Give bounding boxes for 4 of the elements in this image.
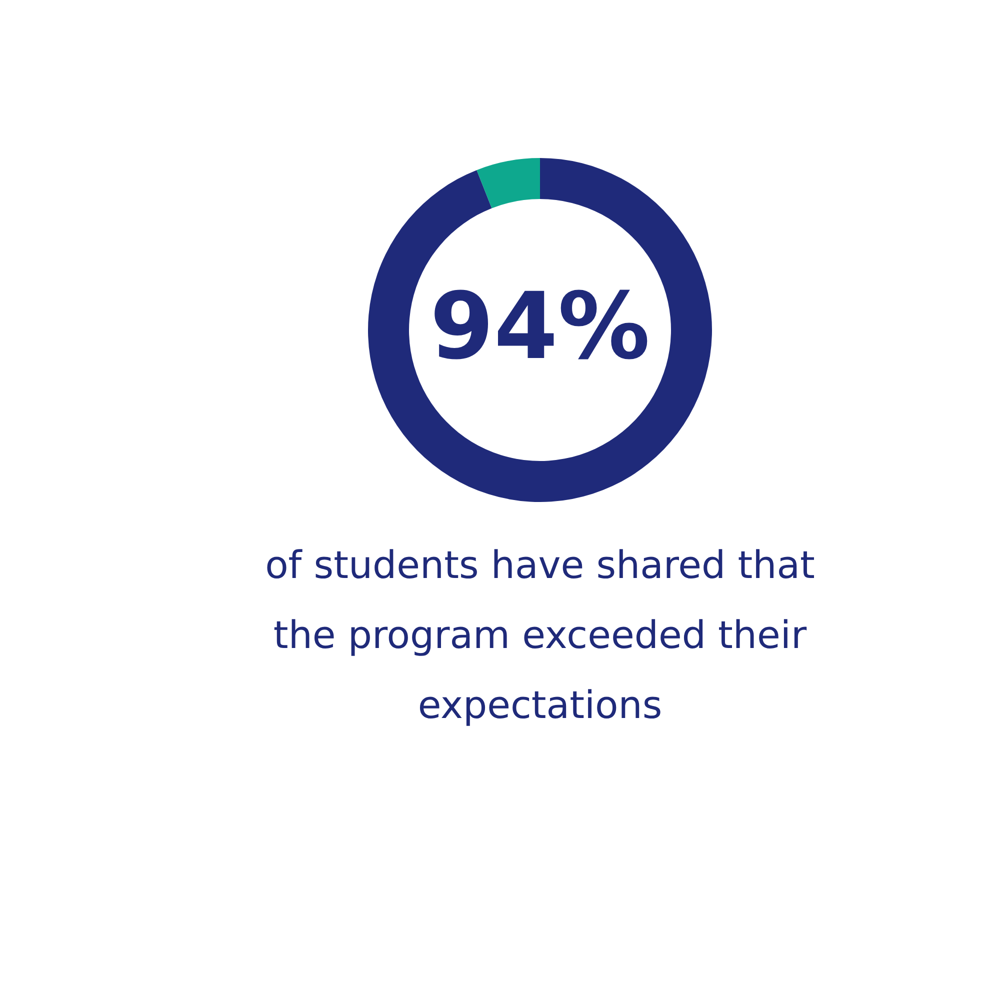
- donut-slice: [476, 158, 540, 208]
- text: of students have shared that the program exceeded their expectations: [265, 543, 815, 727]
- data-label: 94%: [430, 273, 650, 380]
- donut-slice: [368, 158, 712, 502]
